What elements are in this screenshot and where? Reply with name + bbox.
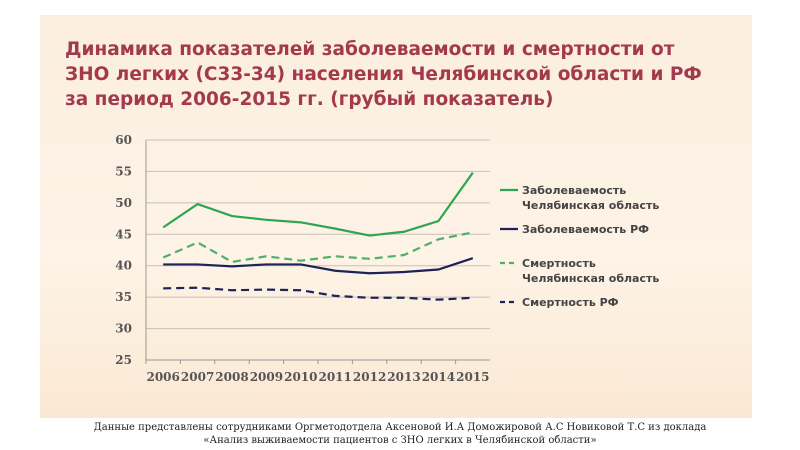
line-chart: 25 30 35 40 45 50 55 60 2006 2007 2008 2009 2010 2011… — [115, 133, 659, 384]
x-tick-label: 2013 — [387, 370, 420, 384]
y-tick-label: 25 — [115, 353, 132, 367]
series-line — [163, 286, 473, 301]
x-tick-label: 2007 — [181, 370, 214, 384]
series-line — [162, 172, 474, 237]
y-tick-label: 50 — [115, 196, 132, 210]
x-tick-label: 2011 — [318, 370, 351, 384]
series-line — [163, 257, 474, 275]
y-tick-label: 60 — [115, 133, 132, 147]
slide: Динамика показателей заболеваемости и см… — [40, 15, 752, 418]
x-tick-label: 2006 — [146, 370, 179, 384]
legend-label: Челябинская область — [522, 272, 659, 285]
y-tick-label: 30 — [115, 322, 132, 336]
legend-label: Смертность РФ — [522, 296, 619, 309]
y-tick-label: 35 — [115, 290, 132, 304]
legend-label: Заболеваемость — [522, 184, 626, 197]
x-tick-label: 2015 — [456, 370, 489, 384]
y-tick-label: 45 — [115, 227, 132, 241]
x-tick-label: 2012 — [353, 370, 386, 384]
x-tick-label: 2009 — [250, 370, 283, 384]
source-line-1: Данные представлены сотрудниками Оргмето… — [93, 422, 707, 433]
source-note: Данные представлены сотрудниками Оргмето… — [0, 421, 800, 447]
y-tick-label: 40 — [115, 259, 132, 273]
legend-label: Смертность — [522, 257, 596, 270]
series-line — [162, 231, 474, 264]
x-tick-label: 2014 — [422, 370, 455, 384]
legend-label: Заболеваемость РФ — [522, 223, 649, 236]
source-line-2: «Анализ выживаемости пациентов с ЗНО лег… — [203, 435, 597, 446]
legend-label: Челябинская область — [522, 199, 659, 212]
x-tick-label: 2010 — [284, 370, 317, 384]
chart-title: Динамика показателей заболеваемости и см… — [65, 39, 702, 110]
x-tick-label: 2008 — [215, 370, 248, 384]
y-tick-label: 55 — [115, 164, 132, 178]
